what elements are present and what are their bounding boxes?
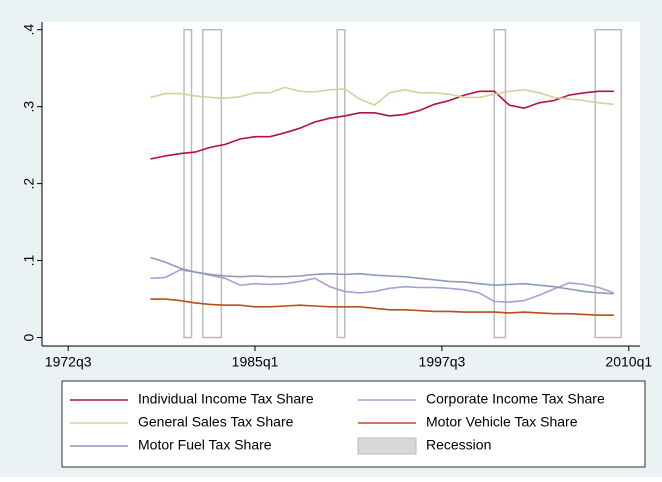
recession-band xyxy=(201,28,223,339)
series-line xyxy=(150,268,615,303)
series-line xyxy=(150,86,614,107)
recession-band xyxy=(594,28,623,339)
legend-label: Recession xyxy=(426,437,491,453)
legend-label: Motor Fuel Tax Share xyxy=(138,437,272,453)
legend-label: Individual Income Tax Share xyxy=(138,391,314,407)
recession-band xyxy=(183,28,193,339)
x-tick-label: 1997q3 xyxy=(419,354,466,370)
legend-label: Corporate Income Tax Share xyxy=(426,391,605,407)
series-line xyxy=(150,90,614,160)
y-tick-label: .4 xyxy=(21,24,37,36)
legend-swatch xyxy=(357,437,417,455)
legend xyxy=(61,380,646,468)
y-tick-label: 0 xyxy=(21,333,37,341)
recession-band xyxy=(493,28,507,339)
x-tick-label: 2010q1 xyxy=(605,354,652,370)
recession-band xyxy=(336,28,346,339)
legend-label: General Sales Tax Share xyxy=(138,414,294,430)
series-line xyxy=(150,298,614,316)
x-tick-label: 1985q1 xyxy=(232,354,279,370)
plot-area xyxy=(42,22,640,346)
x-tick-label: 1972q3 xyxy=(45,354,92,370)
y-tick-label: .1 xyxy=(21,255,37,267)
y-tick-label: .2 xyxy=(21,178,37,190)
legend-label: Motor Vehicle Tax Share xyxy=(426,414,578,430)
series-line xyxy=(150,256,614,295)
y-tick-label: .3 xyxy=(21,101,37,113)
